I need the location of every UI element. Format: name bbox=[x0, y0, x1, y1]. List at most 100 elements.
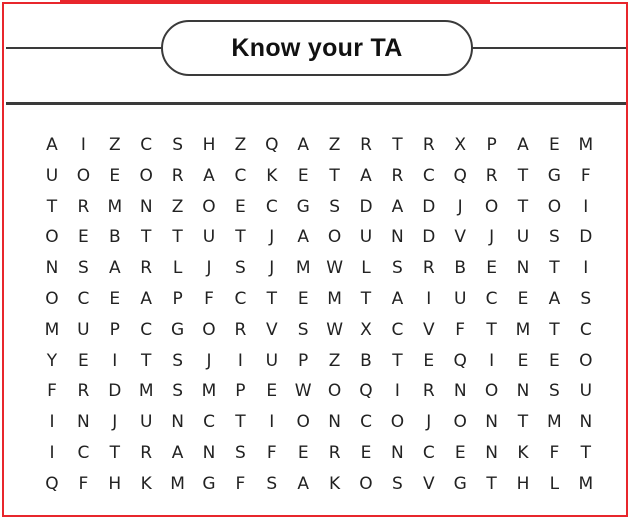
grid-letter[interactable]: I bbox=[583, 258, 589, 279]
grid-letter[interactable]: M bbox=[138, 381, 154, 402]
grid-letter[interactable]: O bbox=[390, 412, 405, 433]
grid-letter[interactable]: Q bbox=[359, 381, 373, 402]
grid-letter[interactable]: N bbox=[77, 412, 90, 433]
grid-letter[interactable]: F bbox=[78, 473, 89, 494]
grid-letter[interactable]: C bbox=[391, 319, 404, 340]
grid-letter[interactable]: T bbox=[140, 350, 152, 371]
grid-letter[interactable]: M bbox=[547, 412, 562, 433]
grid-letter[interactable]: S bbox=[234, 258, 246, 279]
grid-letter[interactable]: B bbox=[108, 227, 121, 248]
grid-letter[interactable]: O bbox=[359, 473, 373, 494]
grid-letter[interactable]: T bbox=[486, 319, 497, 340]
grid-letter[interactable]: W bbox=[326, 258, 343, 279]
grid-letter[interactable]: O bbox=[484, 196, 499, 217]
grid-letter[interactable]: R bbox=[391, 165, 404, 186]
grid-letter[interactable]: F bbox=[549, 443, 560, 463]
grid-letter[interactable]: T bbox=[360, 289, 372, 309]
grid-letter[interactable]: E bbox=[109, 289, 121, 309]
grid-letter[interactable]: E bbox=[360, 443, 372, 463]
grid-letter[interactable]: C bbox=[422, 443, 435, 463]
grid-letter[interactable]: T bbox=[392, 350, 403, 371]
grid-letter[interactable]: H bbox=[202, 135, 216, 155]
grid-letter[interactable]: J bbox=[489, 227, 495, 248]
grid-letter[interactable]: T bbox=[517, 165, 529, 186]
grid-letter[interactable]: K bbox=[517, 443, 529, 463]
grid-letter[interactable]: O bbox=[202, 196, 216, 217]
grid-letter[interactable]: M bbox=[107, 196, 123, 217]
grid-letter[interactable]: C bbox=[234, 289, 247, 309]
grid-letter[interactable]: F bbox=[580, 165, 591, 186]
grid-letter[interactable]: C bbox=[140, 319, 153, 340]
grid-letter[interactable]: T bbox=[172, 227, 183, 248]
grid-letter[interactable]: M bbox=[170, 473, 185, 494]
grid-letter[interactable]: A bbox=[297, 473, 309, 494]
grid-letter[interactable]: U bbox=[359, 227, 373, 248]
grid-letter[interactable]: O bbox=[453, 412, 467, 433]
grid-letter[interactable]: T bbox=[329, 165, 340, 186]
grid-letter[interactable]: C bbox=[77, 443, 90, 463]
grid-letter[interactable]: D bbox=[108, 381, 122, 402]
grid-letter[interactable]: I bbox=[112, 350, 118, 371]
grid-letter[interactable]: R bbox=[422, 135, 435, 155]
grid-letter[interactable]: A bbox=[391, 196, 404, 217]
grid-letter[interactable]: U bbox=[202, 227, 216, 248]
grid-letter[interactable]: T bbox=[549, 258, 560, 279]
grid-letter[interactable]: P bbox=[109, 319, 120, 340]
grid-letter[interactable]: C bbox=[360, 412, 372, 433]
grid-letter[interactable]: N bbox=[516, 258, 530, 279]
grid-letter[interactable]: K bbox=[140, 473, 152, 494]
grid-letter[interactable]: J bbox=[269, 227, 275, 248]
grid-letter[interactable]: E bbox=[297, 443, 309, 463]
grid-letter[interactable]: C bbox=[485, 289, 498, 309]
grid-letter[interactable]: P bbox=[298, 350, 309, 371]
grid-letter[interactable]: S bbox=[172, 135, 183, 155]
grid-letter[interactable]: N bbox=[485, 443, 498, 463]
grid-letter[interactable]: I bbox=[237, 350, 243, 371]
grid-letter[interactable]: H bbox=[108, 473, 122, 494]
grid-letter[interactable]: J bbox=[206, 350, 212, 371]
grid-letter[interactable]: E bbox=[78, 227, 89, 248]
grid-letter[interactable]: O bbox=[327, 381, 342, 402]
grid-letter[interactable]: U bbox=[453, 289, 467, 309]
grid-letter[interactable]: R bbox=[328, 443, 341, 463]
grid-letter[interactable]: T bbox=[549, 319, 560, 340]
grid-letter[interactable]: A bbox=[297, 227, 309, 248]
grid-letter[interactable]: Z bbox=[108, 135, 121, 155]
grid-letter[interactable]: N bbox=[45, 258, 59, 279]
grid-letter[interactable]: M bbox=[578, 135, 594, 155]
grid-letter[interactable]: A bbox=[46, 135, 58, 155]
grid-letter[interactable]: W bbox=[294, 381, 312, 402]
grid-letter[interactable]: S bbox=[172, 381, 183, 402]
grid-letter[interactable]: E bbox=[297, 289, 309, 309]
grid-letter[interactable]: O bbox=[76, 165, 91, 186]
grid-letter[interactable]: T bbox=[235, 412, 246, 433]
grid-letter[interactable]: F bbox=[47, 381, 57, 402]
grid-letter[interactable]: O bbox=[327, 227, 342, 248]
grid-letter[interactable]: L bbox=[172, 258, 183, 279]
grid-letter[interactable]: M bbox=[578, 473, 594, 494]
grid-letter[interactable]: S bbox=[77, 258, 89, 279]
grid-letter[interactable]: E bbox=[423, 350, 435, 371]
grid-letter[interactable]: U bbox=[45, 165, 59, 186]
grid-letter[interactable]: Z bbox=[234, 135, 247, 155]
grid-letter[interactable]: F bbox=[455, 319, 466, 340]
grid-letter[interactable]: H bbox=[516, 473, 530, 494]
grid-letter[interactable]: D bbox=[359, 196, 373, 217]
grid-letter[interactable]: O bbox=[45, 227, 59, 248]
grid-letter[interactable]: D bbox=[422, 196, 436, 217]
grid-letter[interactable]: Q bbox=[453, 350, 467, 371]
grid-letter[interactable]: R bbox=[140, 258, 153, 279]
grid-letter[interactable]: C bbox=[422, 165, 435, 186]
grid-letter[interactable]: A bbox=[360, 165, 372, 186]
grid-letter[interactable]: N bbox=[579, 412, 593, 433]
grid-letter[interactable]: S bbox=[391, 258, 403, 279]
grid-letter[interactable]: R bbox=[360, 135, 372, 155]
grid-letter[interactable]: G bbox=[547, 165, 561, 186]
grid-letter[interactable]: R bbox=[77, 381, 90, 402]
grid-letter[interactable]: N bbox=[485, 412, 498, 433]
grid-letter[interactable]: Q bbox=[45, 473, 59, 494]
grid-letter[interactable]: O bbox=[296, 412, 310, 433]
grid-letter[interactable]: J bbox=[426, 412, 432, 433]
grid-letter[interactable]: V bbox=[422, 473, 435, 494]
grid-letter[interactable]: N bbox=[202, 443, 216, 463]
